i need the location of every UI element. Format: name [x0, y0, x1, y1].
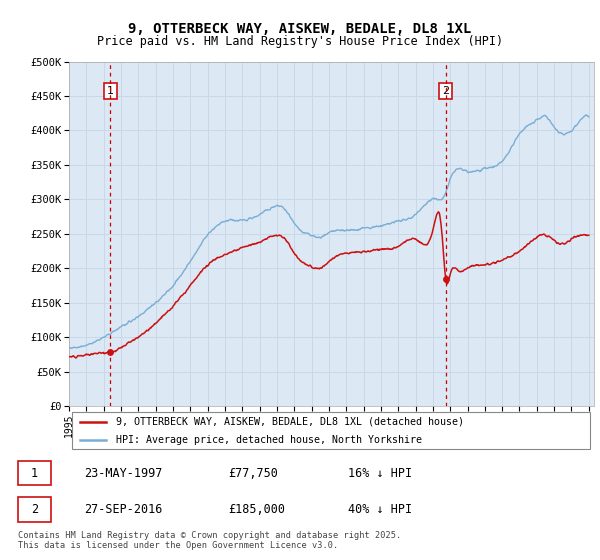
Text: 2: 2 [442, 86, 449, 96]
Text: Price paid vs. HM Land Registry's House Price Index (HPI): Price paid vs. HM Land Registry's House … [97, 35, 503, 48]
Text: HPI: Average price, detached house, North Yorkshire: HPI: Average price, detached house, Nort… [116, 435, 422, 445]
Text: 9, OTTERBECK WAY, AISKEW, BEDALE, DL8 1XL (detached house): 9, OTTERBECK WAY, AISKEW, BEDALE, DL8 1X… [116, 417, 464, 427]
FancyBboxPatch shape [18, 497, 51, 522]
Text: 16% ↓ HPI: 16% ↓ HPI [348, 466, 412, 480]
Text: 40% ↓ HPI: 40% ↓ HPI [348, 503, 412, 516]
Text: 23-MAY-1997: 23-MAY-1997 [84, 466, 163, 480]
Text: 1: 1 [107, 86, 114, 96]
Text: £77,750: £77,750 [228, 466, 278, 480]
Text: 27-SEP-2016: 27-SEP-2016 [84, 503, 163, 516]
Text: 1: 1 [31, 466, 38, 480]
FancyBboxPatch shape [71, 412, 590, 449]
Text: Contains HM Land Registry data © Crown copyright and database right 2025.
This d: Contains HM Land Registry data © Crown c… [18, 531, 401, 550]
Text: 2: 2 [31, 503, 38, 516]
Text: 9, OTTERBECK WAY, AISKEW, BEDALE, DL8 1XL: 9, OTTERBECK WAY, AISKEW, BEDALE, DL8 1X… [128, 22, 472, 36]
Text: £185,000: £185,000 [228, 503, 285, 516]
FancyBboxPatch shape [18, 461, 51, 486]
